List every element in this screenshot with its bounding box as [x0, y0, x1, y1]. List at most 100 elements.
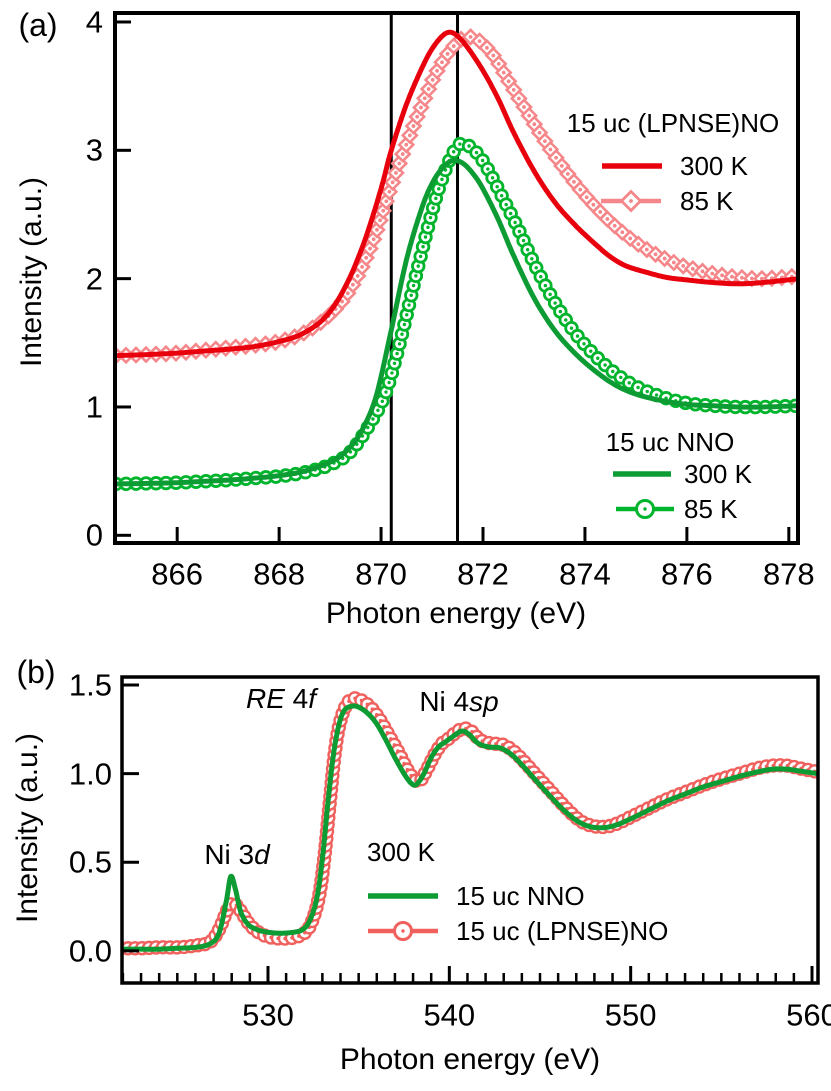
marker-dot	[559, 163, 564, 168]
marker-dot	[351, 282, 355, 287]
marker-dot	[645, 389, 649, 394]
marker-dot	[506, 79, 511, 84]
panel-b-xlabel: Photon energy (eV)	[339, 1043, 601, 1076]
marker-dot	[564, 318, 568, 322]
marker-dot	[548, 147, 553, 152]
marker-dot	[504, 202, 508, 207]
marker-dot	[759, 276, 764, 281]
legend-key-b-lpnse-300k	[368, 921, 438, 941]
marker-dot	[740, 275, 744, 280]
marker-dot	[653, 252, 658, 257]
marker-dot	[612, 223, 617, 228]
marker-dot	[530, 257, 534, 261]
marker-dot	[539, 275, 543, 279]
x-tick-label: 540	[423, 997, 476, 1033]
marker-dot	[619, 375, 623, 380]
x-tick-label: 878	[762, 556, 815, 592]
marker-dot	[558, 309, 563, 314]
marker-dot	[423, 235, 428, 239]
marker-dot	[360, 265, 364, 269]
marker-dot	[371, 417, 375, 421]
marker-dot	[636, 385, 640, 390]
annotation-text-part: f	[308, 683, 317, 714]
annotation-re-4f: RE 4f	[246, 685, 316, 713]
marker-dot	[548, 292, 552, 297]
marker-dot	[628, 236, 633, 241]
marker-dot	[542, 139, 547, 144]
annotation-text-part: Ni 4	[419, 686, 470, 717]
marker-dot	[516, 96, 521, 101]
y-tick-label: 2	[85, 261, 103, 297]
annotation-text-part: d	[254, 839, 270, 870]
panel-a-xlabel: Photon energy (eV)	[325, 597, 587, 630]
marker-dot	[501, 70, 506, 75]
series-lpnse-300k	[116, 29, 797, 359]
marker-dot	[375, 227, 379, 232]
marker-dot	[397, 161, 402, 166]
marker-dot	[345, 291, 350, 296]
marker-dot	[390, 371, 394, 375]
marker-dot	[467, 144, 471, 148]
y-tick-label: 0	[85, 517, 103, 553]
marker-dot	[368, 246, 372, 251]
marker-dot	[431, 206, 435, 210]
marker-dot	[730, 274, 734, 279]
x-tick-label: 872	[457, 556, 509, 592]
legend-key-nno-85k	[616, 499, 674, 519]
marker-dot	[485, 45, 489, 50]
marker-dot	[384, 390, 388, 394]
marker-dot	[416, 264, 420, 268]
marker-dot	[422, 96, 427, 101]
y-tick-label: 1	[85, 389, 103, 425]
legend-entry-label: 85 K	[680, 186, 734, 216]
marker-dot	[404, 142, 409, 147]
marker-dot	[371, 237, 376, 242]
marker-dot	[654, 393, 659, 397]
marker-dot	[418, 254, 423, 259]
marker-dot	[513, 220, 517, 225]
marker-dot	[387, 189, 392, 194]
marker-dot	[440, 60, 444, 65]
marker-dot	[400, 332, 404, 336]
marker-dot	[598, 210, 603, 214]
annotation-text-part: sp	[469, 686, 499, 717]
marker-dot	[392, 361, 397, 365]
marker-dot	[644, 247, 649, 252]
marker-dot	[480, 158, 485, 163]
series-b-nno-300k	[123, 703, 817, 952]
y-tick-label: 0.0	[68, 933, 112, 969]
legend-title: 15 uc (LPNSE)NO	[566, 108, 780, 138]
marker-dot	[414, 274, 418, 278]
legend-title: 300 K	[367, 837, 435, 867]
legend-entry-label: 300 K	[680, 151, 748, 181]
x-tick-label: 870	[355, 556, 407, 592]
marker-dot	[499, 193, 504, 198]
marker-dot	[401, 929, 405, 933]
panel-a-plot-area	[116, 14, 797, 542]
marker-dot	[477, 39, 482, 43]
series-line-nno-300k	[116, 157, 797, 487]
marker-dot	[437, 187, 441, 191]
marker-dot	[409, 293, 413, 297]
marker-dot	[411, 283, 416, 288]
marker-dot	[407, 303, 411, 307]
marker-dot	[451, 44, 456, 48]
marker-dot	[508, 211, 513, 216]
marker-dot	[578, 187, 583, 192]
marker-dot	[468, 35, 473, 39]
marker-dot	[394, 170, 398, 175]
annotation-ni-4sp: Ni 4sp	[419, 688, 498, 716]
marker-dot	[749, 276, 754, 281]
annotation-ni-3d: Ni 3d	[204, 841, 269, 869]
marker-dot	[364, 255, 369, 260]
y-tick-label: 0.5	[68, 844, 112, 880]
marker-dot	[445, 52, 450, 56]
annotation-text-part: RE	[245, 683, 285, 714]
marker-dot	[534, 266, 538, 270]
marker-dot	[340, 299, 344, 304]
marker-dot	[366, 425, 370, 430]
marker-dot	[611, 369, 615, 374]
y-tick-label: 1.5	[68, 667, 112, 703]
